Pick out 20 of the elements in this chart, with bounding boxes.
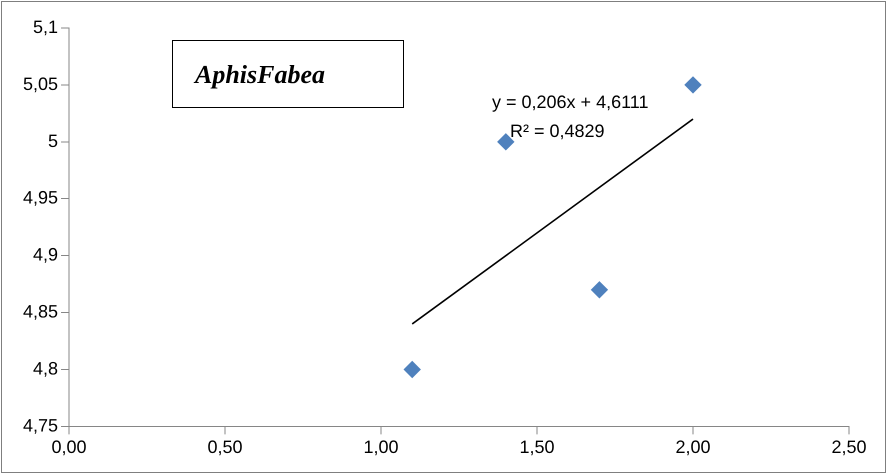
y-tick-label: 4,8 [33,358,58,378]
text: AphisFabea [172,40,404,108]
y-tick-label: 5,1 [33,16,58,37]
annotation: y = 0,206x + 4,6111 [492,92,648,113]
x-tick-label: 1,50 [519,437,555,458]
point [684,76,702,94]
point [404,360,421,378]
x-tick-label: 2,50 [831,437,867,458]
y-tick-label: 4,95 [22,188,58,208]
y-tick-label: 4,85 [22,302,58,322]
annotation: R² = 0,4829 [510,121,605,142]
y-tick-label: 5,05 [22,74,58,94]
x-tick-label: 1,00 [363,437,399,458]
x-tick-label: 0,00 [52,437,87,458]
y-tick-label: 5 [48,130,58,151]
y-tick-label: 4,75 [22,415,58,436]
x-tick-label: 2,00 [675,437,711,458]
y-tick-label: 4,9 [33,244,58,265]
x-tick-label: 0,50 [208,437,243,458]
point [590,281,608,298]
